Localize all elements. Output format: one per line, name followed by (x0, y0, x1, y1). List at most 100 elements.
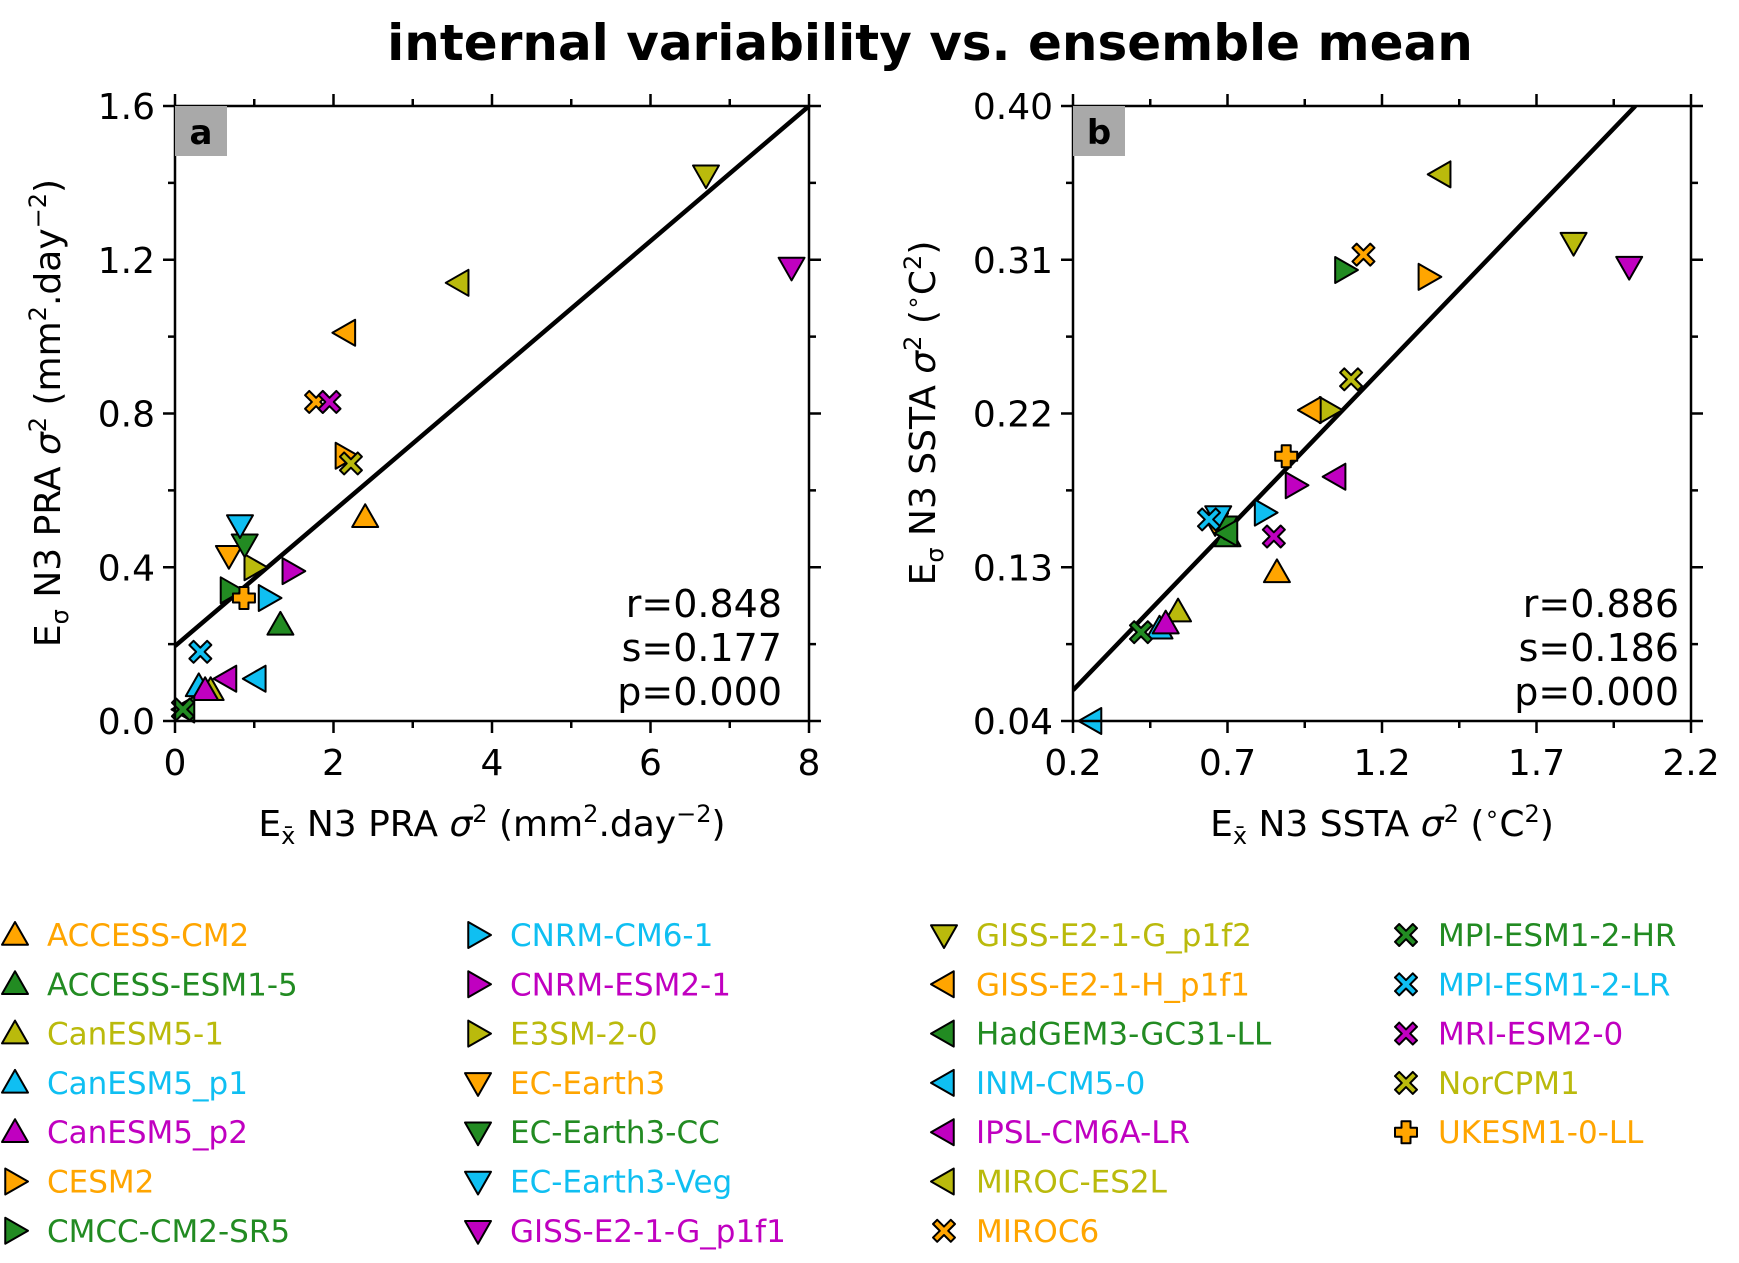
panel-b-ylabel-main: E (903, 563, 944, 586)
panel-a-ylabel-units-pre: (mm (28, 321, 69, 417)
panel-b-stat-p: p=0.000 (1514, 670, 1679, 714)
legend-marker-ukesm1-0-ll (1394, 1120, 1418, 1145)
panel-b-point-cmcc-cm2-sr5 (1334, 256, 1359, 284)
legend-item-access-esm1-5: ACCESS-ESM1-5 (1, 967, 298, 1003)
legend-item-mpi-esm1-2-lr: MPI-ESM1-2-LR (1394, 967, 1670, 1003)
panel-b-points (1073, 106, 1644, 735)
legend-label-miroc6: MIROC6 (976, 1214, 1099, 1250)
panel-a-point-mri-esm2-0 (317, 389, 342, 414)
legend-label-inm-cm5-0: INM-CM5-0 (976, 1066, 1145, 1102)
panel-b-xlabel-sup: 2 (1444, 800, 1459, 828)
panel-b-xlabel-units-sup2: 2 (1525, 800, 1540, 828)
panel-b-xtick-label: 0.2 (1044, 743, 1101, 784)
panel-a-ylabel-rest: N3 PRA (28, 455, 69, 609)
panel-a-point-inm-cm5-0 (241, 664, 267, 693)
panel-b-xlabel-units-post: ) (1540, 804, 1554, 845)
panel-a-ylabel-main: E (28, 624, 69, 647)
panel-b-letter: b (1087, 113, 1111, 153)
panel-a-ylabel-sub: σ (46, 609, 74, 624)
legend-item-ipsl-cm6a-lr: IPSL-CM6A-LR (930, 1115, 1190, 1151)
panel-a-xlabel-units-mid: .day (598, 804, 676, 845)
panel-a-ylabel-units-sup2: −2 (24, 193, 52, 228)
panel-a-point-ipsl-cm6a-lr (212, 664, 238, 693)
panel-b-xlabel-rest: N3 SSTA (1247, 804, 1421, 845)
panel-b-point-cnrm-cm6-1 (1253, 498, 1279, 527)
legend-label-hadgem3-gc31-ll: HadGEM3-GC31-LL (976, 1017, 1272, 1053)
panel-b-xlabel-units-mid: C (1499, 804, 1524, 845)
legend-marker-giss-e2-1-g-p1f2 (930, 924, 958, 949)
legend-label-giss-e2-1-g-p1f2: GISS-E2-1-G_p1f2 (976, 918, 1252, 954)
legend-item-norcpm1: NorCPM1 (1394, 1066, 1580, 1102)
panel-b-ylabel-sup: 2 (899, 336, 927, 351)
panel-b-xlabel-sub: x̄ (1233, 822, 1247, 850)
panel-a-ylabel-sigma: σ (28, 431, 69, 455)
legend-label-canesm5-1: CanESM5-1 (47, 1017, 224, 1053)
panel-a-xtick-label: 6 (639, 743, 662, 784)
panel-a-point-e3sm-2-0 (243, 553, 269, 582)
legend-label-cnrm-cm6-1: CNRM-CM6-1 (510, 918, 713, 954)
panel-b-xtick-label: 0.7 (1199, 743, 1256, 784)
legend-item-miroc-es2l: MIROC-ES2L (930, 1165, 1168, 1201)
panel-b-ylabel-units-pre: ( (903, 310, 944, 336)
panel-b-xtick-label: 1.7 (1508, 743, 1565, 784)
panel-a-point-access-esm1-5 (266, 610, 295, 636)
legend-marker-mpi-esm1-2-lr (1394, 972, 1418, 997)
panel-b-point-hadgem3-gc31-ll (1213, 519, 1239, 548)
legend-label-giss-e2-1-h-p1f1: GISS-E2-1-H_p1f1 (976, 967, 1250, 1003)
legend-marker-ec-earth3-cc (464, 1121, 492, 1147)
panel-a-xlabel-units-pre: (mm (488, 804, 584, 845)
panel-b-point-access-cm2 (1262, 558, 1291, 584)
panel-b-xlabel-sigma: σ (1421, 804, 1445, 845)
legend-item-cesm2: CESM2 (4, 1165, 154, 1201)
panel-a-xlabel-units-sup2: −2 (676, 800, 711, 828)
legend-item-cmcc-cm2-sr5: CMCC-CM2-SR5 (4, 1214, 290, 1250)
panel-b-xtick-label: 2.2 (1662, 743, 1719, 784)
legend-item-giss-e2-1-g-p1f2: GISS-E2-1-G_p1f2 (930, 918, 1252, 954)
panel-b-ytick-label: 0.40 (973, 87, 1053, 128)
panel-b-ylabel-units-sup2: 2 (899, 255, 927, 270)
legend-item-inm-cm5-0: INM-CM5-0 (930, 1066, 1145, 1102)
panel-b-xlabel-units-sup: ∘ (1484, 800, 1499, 828)
panel-a-ylabel-units-post: ) (28, 179, 69, 193)
legend-marker-cnrm-esm2-1 (467, 970, 492, 999)
panel-b-xtick-label: 1.2 (1353, 743, 1410, 784)
legend-label-miroc-es2l: MIROC-ES2L (976, 1165, 1168, 1201)
legend-item-ec-earth3-veg: EC-Earth3-Veg (464, 1165, 732, 1201)
panel-a-point-giss-e2-1-h-p1f1 (331, 318, 357, 347)
legend-label-ec-earth3: EC-Earth3 (510, 1066, 665, 1102)
panel-b-point-giss-e2-1-g-p1f2 (1559, 231, 1588, 257)
panel-b-point-cesm2 (1417, 262, 1443, 291)
legend-item-giss-e2-1-g-p1f1: GISS-E2-1-G_p1f1 (464, 1214, 786, 1250)
panel-a-letter: a (190, 113, 213, 153)
panel-b-fit-line (1073, 106, 1638, 692)
legend-marker-access-esm1-5 (1, 970, 29, 996)
panel-a-fit-line (175, 106, 809, 648)
legend-label-ec-earth3-veg: EC-Earth3-Veg (510, 1165, 732, 1201)
legend-marker-e3sm-2-0 (467, 1019, 492, 1048)
panel-b: 0.2 0.7 1.2 1.7 2.2 0.04 0.13 0.22 0.31 0.40 b r=… (899, 87, 1720, 850)
panel-b-point-norcpm1 (1339, 367, 1364, 392)
panel-b-stat-s: s=0.186 (1519, 626, 1679, 670)
panel-b-ylabel-sub: σ (921, 547, 949, 562)
panel-a-point-cnrm-cm6-1 (257, 584, 283, 612)
legend-marker-norcpm1 (1394, 1070, 1418, 1095)
panel-a-ytick-label: 0.8 (98, 395, 155, 436)
panel-b-ticks: 0.2 0.7 1.2 1.7 2.2 0.04 0.13 0.22 0.31 0.40 (973, 87, 1720, 784)
panel-a-xlabel-units-sup: 2 (583, 800, 598, 828)
legend-item-hadgem3-gc31-ll: HadGEM3-GC31-LL (930, 1017, 1272, 1053)
panel-a-point-ec-earth3-veg (225, 514, 254, 539)
panel-a-point-mpi-esm1-2-lr (188, 639, 213, 664)
legend-item-ec-earth3-cc: EC-Earth3-CC (464, 1115, 720, 1151)
panel-b-point-ukesm1-0-ll (1274, 444, 1299, 469)
legend-label-cmcc-cm2-sr5: CMCC-CM2-SR5 (47, 1214, 290, 1250)
legend-marker-ipsl-cm6a-lr (930, 1118, 955, 1147)
legend-item-cnrm-cm6-1: CNRM-CM6-1 (467, 918, 713, 954)
legend-marker-cnrm-cm6-1 (467, 921, 492, 949)
panel-b-letter-box (1073, 106, 1125, 156)
legend-label-cesm2: CESM2 (47, 1165, 154, 1201)
legend-marker-miroc-es2l (930, 1167, 955, 1196)
legend-marker-inm-cm5-0 (930, 1068, 955, 1097)
panel-b-xlabel-main: E (1210, 804, 1233, 845)
panel-a-point-canesm5-p2 (191, 676, 220, 701)
panel-a-point-ec-earth3-cc (230, 533, 259, 559)
